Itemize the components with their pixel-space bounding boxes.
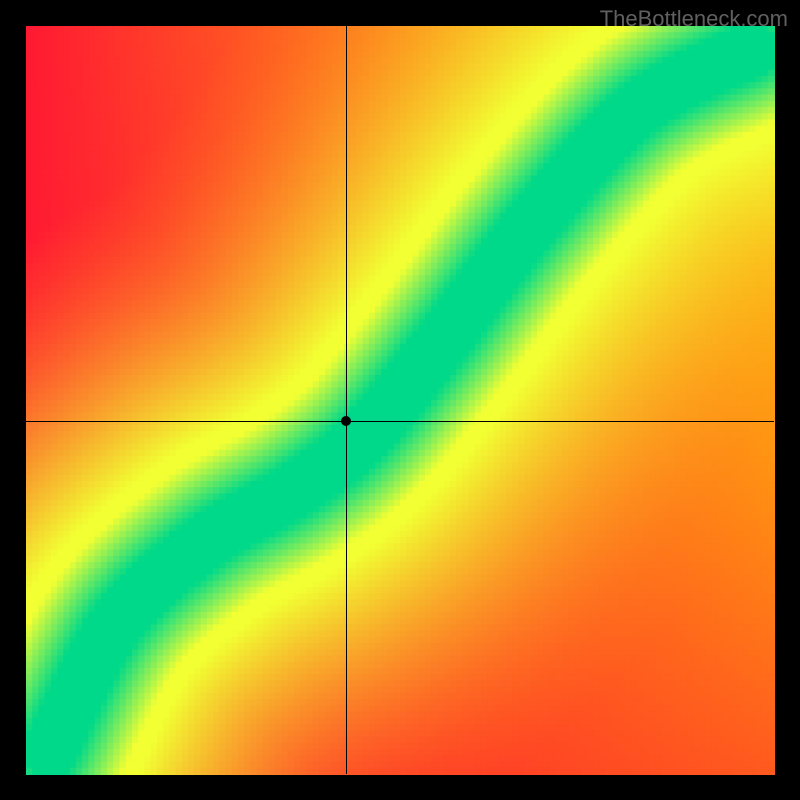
chart-container: TheBottleneck.com [0,0,800,800]
bottleneck-heatmap [0,0,800,800]
